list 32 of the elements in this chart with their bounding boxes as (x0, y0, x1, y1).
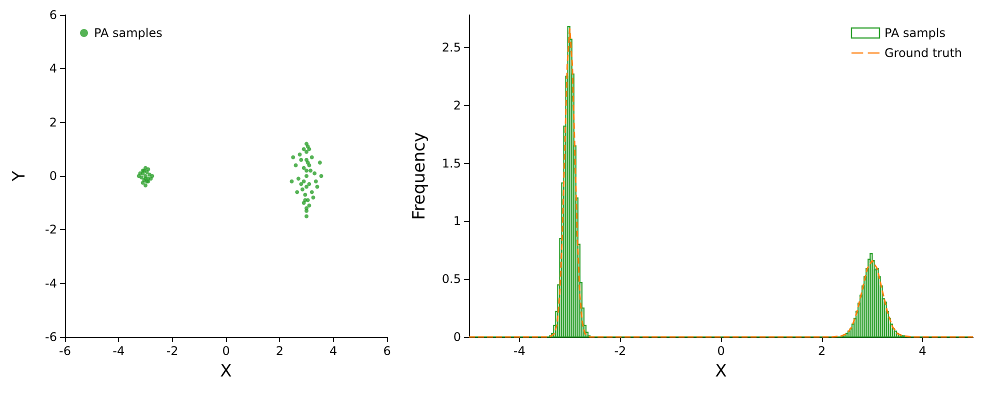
x-tick-label: -2 (614, 344, 626, 358)
y-tick-label: 0 (453, 330, 461, 344)
legend-label: PA samples (94, 26, 162, 40)
y-tick-label: -6 (45, 330, 57, 344)
y-tick-label: -2 (45, 222, 57, 237)
y-tick-label: 0 (49, 169, 57, 183)
y-tick-label: -4 (45, 276, 57, 290)
y-tick-label: 2.5 (442, 40, 461, 54)
y-tick-label: 4 (49, 62, 57, 76)
x-tick-label: -2 (166, 344, 178, 358)
y-axis-title: Frequency (410, 132, 430, 220)
x-tick-label: 2 (818, 344, 826, 358)
x-axis-title: X (715, 362, 728, 382)
x-tick-label: -4 (513, 344, 526, 358)
y-tick-label: 2 (453, 98, 461, 112)
legend-label: PA sampls (884, 26, 946, 40)
x-tick-label: 0 (222, 344, 230, 358)
y-tick-label: 1.5 (442, 156, 461, 170)
x-tick-label: 6 (383, 344, 391, 358)
y-tick-label: 1 (453, 214, 461, 228)
x-tick-label: 4 (918, 344, 926, 358)
x-tick-label: 4 (330, 344, 338, 358)
x-tick-label: -4 (112, 344, 125, 358)
y-tick-label: 6 (49, 8, 57, 22)
x-tick-label: -6 (59, 344, 71, 358)
x-tick-label: 0 (717, 344, 725, 358)
x-tick-label: 2 (276, 344, 284, 358)
legend-label: Ground truth (884, 46, 962, 60)
x-axis-title: X (220, 362, 232, 382)
y-tick-label: 0.5 (442, 272, 461, 286)
y-tick-label: 2 (49, 115, 57, 130)
y-axis-title: Y (10, 170, 30, 182)
